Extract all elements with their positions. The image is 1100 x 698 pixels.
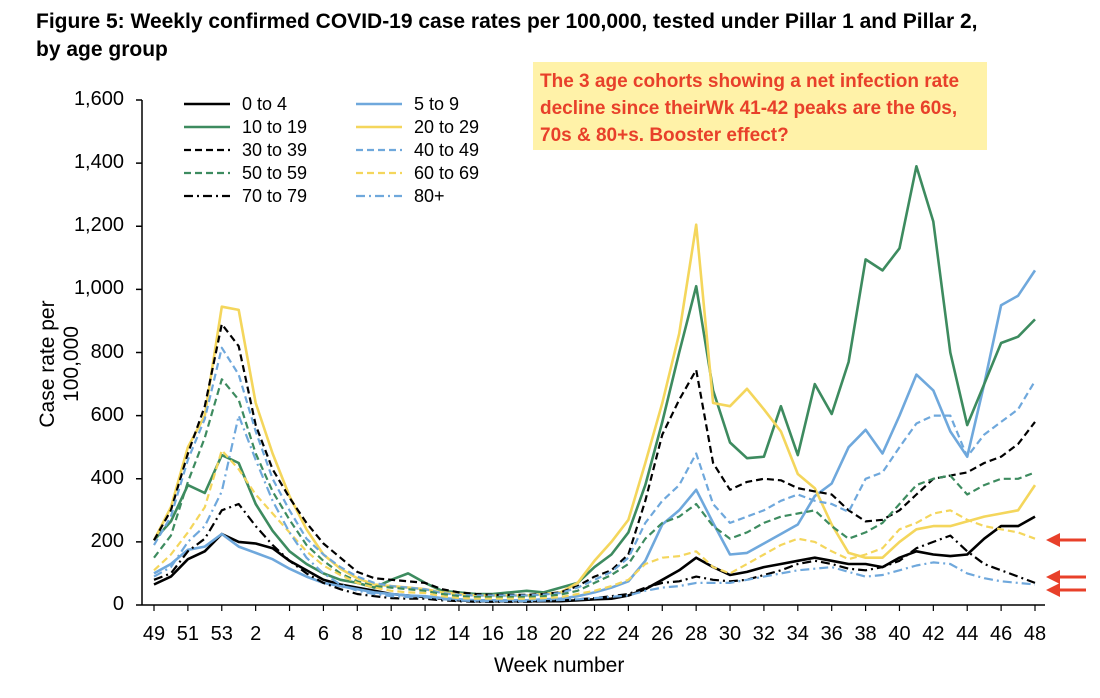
x-tick-label: 22: [583, 623, 606, 645]
series-line-50-to-59: [153, 378, 1036, 599]
x-tick-label: 20: [549, 623, 572, 645]
axes: [136, 99, 1045, 611]
x-tick-label: 44: [956, 623, 979, 645]
series-line-60-to-69: [153, 449, 1036, 600]
legend-label: 0 to 4: [242, 94, 287, 114]
x-tick-label: 24: [617, 623, 640, 645]
x-tick-label: 18: [515, 623, 538, 645]
x-tick-label: 40: [888, 623, 911, 645]
series-lines: [152, 165, 1037, 603]
legend: 0 to 4 5 to 9 10 to 19 20 to 29 30 to 39 40 t…: [184, 94, 479, 206]
callout-annotation: The 3 age cohorts showing a net infectio…: [533, 62, 987, 150]
legend-label: 30 to 39: [242, 140, 307, 160]
series-line-20-to-29: [152, 223, 1037, 597]
legend-label: 80+: [414, 186, 445, 206]
series-line-70-to-79: [153, 502, 1036, 603]
x-tick-label: 53: [210, 623, 233, 645]
legend-label: 5 to 9: [414, 94, 459, 114]
x-tick-label: 36: [820, 623, 843, 645]
x-tick-label: 4: [283, 623, 296, 645]
y-tick-label: 1,000: [73, 277, 124, 300]
x-tick-label: 10: [380, 623, 403, 645]
chart-title: Figure 5: Weekly confirmed COVID-19 case…: [36, 10, 978, 61]
y-tick-label: 1,200: [73, 214, 124, 237]
x-tick-label: 34: [786, 623, 809, 645]
legend-label: 20 to 29: [414, 117, 479, 137]
red-arrows: [1046, 533, 1086, 597]
x-tick-label: 46: [989, 623, 1013, 645]
legend-label: 70 to 79: [242, 186, 307, 206]
legend-label: 50 to 59: [242, 163, 307, 183]
x-axis-label: Week number: [494, 654, 625, 677]
y-tick-label: 600: [90, 403, 124, 426]
series-line-30-to-39: [153, 323, 1036, 597]
x-tick-label: 14: [447, 623, 471, 645]
y-tick-label: 800: [90, 340, 124, 363]
series-line-5-to-9: [153, 269, 1037, 602]
x-tick-label: 16: [481, 623, 504, 645]
x-tick-label: 26: [651, 623, 674, 645]
series-line-0-to-4: [153, 515, 1036, 603]
x-tick-label: 49: [142, 623, 166, 645]
red-arrow-head: [1046, 533, 1060, 547]
y-tick-label: 0: [112, 593, 124, 615]
x-tick-label: 38: [854, 623, 877, 645]
red-arrow-head: [1046, 583, 1060, 597]
x-tick-label: 12: [413, 623, 437, 645]
legend-label: 40 to 49: [414, 140, 479, 160]
series-line-10-to-19: [153, 165, 1036, 596]
y-tick-label: 400: [90, 466, 124, 489]
red-arrow-head: [1046, 570, 1060, 584]
x-tick-label: 32: [752, 623, 776, 645]
y-tick-label: 1,600: [73, 88, 124, 110]
x-tick-label: 6: [317, 623, 329, 645]
x-tick-label: 28: [685, 623, 708, 645]
series-line-40-to-49: [153, 346, 1036, 597]
x-tick-label: 2: [250, 623, 262, 645]
y-tick-label: 1,400: [73, 151, 124, 174]
x-tick-label: 51: [176, 623, 199, 645]
x-tick-label: 48: [1023, 623, 1047, 645]
x-tick-label: 8: [351, 623, 363, 645]
y-tick-label: 200: [90, 529, 124, 552]
series-line-80-: [153, 414, 1036, 603]
x-tick-label: 42: [922, 623, 945, 645]
legend-label: 10 to 19: [242, 117, 307, 137]
x-tick-label: 30: [718, 623, 742, 645]
legend-label: 60 to 69: [414, 163, 479, 183]
